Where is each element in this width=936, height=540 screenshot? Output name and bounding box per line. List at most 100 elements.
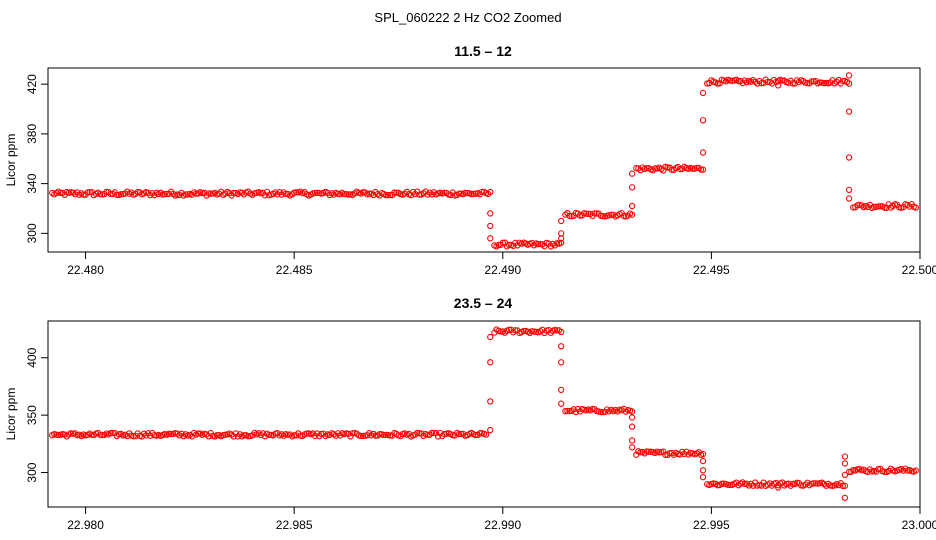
panel-1-data-point: [535, 240, 542, 248]
panel-1-data-point: [912, 204, 919, 211]
panel-1-y-tick-label: 340: [25, 173, 39, 193]
panel-1-data-point: [697, 166, 705, 173]
panel-2-x-tick-label: 22.980: [67, 518, 104, 532]
panel-1-data-point: [230, 189, 237, 197]
panel-1-data-point: [591, 210, 598, 217]
panel-2-data-point: [558, 328, 565, 336]
figure-suptitle: SPL_060222 2 Hz CO2 Zoomed: [374, 10, 561, 25]
panel-2-data-point: [487, 426, 494, 434]
panel-1-data-point: [505, 241, 513, 249]
panel-1-data-point: [628, 202, 636, 210]
panel-2-data-point: [376, 431, 383, 438]
panel-1-data-point: [845, 186, 853, 193]
panel-2-data-point: [774, 484, 782, 491]
panel-2-data-point: [487, 359, 494, 366]
panel-2-data-point: [718, 480, 725, 487]
panel-1-data-point: [699, 89, 707, 97]
panel-2-data-point: [724, 481, 732, 488]
panel-1-data-point: [628, 184, 636, 191]
panel-1-data-point: [758, 80, 765, 87]
panel-2-data-point: [841, 453, 849, 460]
panel-2-data-point: [564, 407, 571, 415]
panel-2-data-point: [109, 429, 116, 437]
panel-2-data-point: [841, 494, 849, 501]
panel-2-data-point: [628, 408, 636, 415]
panel-2-data-point: [487, 398, 494, 405]
panel-2-x-tick-label: 23.000: [902, 518, 936, 532]
panel-2-data-point: [699, 450, 707, 458]
panel-1-data-point: [113, 191, 120, 199]
panel-1-data-point: [774, 82, 782, 89]
panel-1-x-tick-label: 22.495: [693, 263, 730, 277]
panel-2-data-point: [167, 430, 175, 438]
panel-1-data-point: [845, 154, 853, 161]
panel-2-data-point: [55, 431, 62, 438]
panel-2-data-point: [359, 432, 367, 440]
panel-1-plot-frame: [47, 67, 921, 253]
panel-1-data-point: [384, 191, 392, 199]
panel-1-data-point: [470, 190, 477, 197]
panel-1-data-point: [881, 204, 888, 211]
panel-2-data-point: [297, 432, 304, 439]
panel-2-data-point: [240, 432, 248, 439]
panel-2-data-point: [213, 431, 221, 439]
panel-2-data-point: [382, 431, 390, 439]
panel-1-data-point: [699, 166, 707, 173]
panel-2-data-point: [628, 423, 636, 430]
panel-1-data-point: [161, 190, 168, 198]
panel-2-data-point: [265, 431, 273, 439]
panel-2-data-point: [699, 467, 707, 474]
panel-1-data-point: [313, 189, 321, 196]
panel-1-data-point: [487, 188, 494, 196]
panel-1-points: [49, 72, 919, 250]
panel-2-data-point: [628, 437, 636, 444]
panel-1-data-point: [643, 164, 650, 172]
panel-1-data-point: [487, 222, 494, 230]
panel-2: 23.5 – 24 Licor ppm 22.980 22.985 22.990 22…: [4, 295, 936, 532]
panel-2-data-point: [558, 400, 565, 407]
panel-2-data-point: [482, 431, 490, 438]
panel-2-title: 23.5 – 24: [454, 295, 513, 311]
panel-1-data-point: [499, 239, 506, 246]
panel-1-y-tick-label: 420: [25, 74, 39, 94]
panel-1-data-point: [293, 189, 300, 196]
panel-1-data-point: [311, 189, 319, 197]
panel-2-data-point: [881, 468, 888, 475]
panel-2-data-point: [839, 482, 846, 490]
panel-2-data-point: [380, 431, 388, 439]
panel-1-data-point: [816, 79, 824, 86]
panel-1-data-point: [870, 203, 878, 211]
panel-2-data-point: [497, 328, 504, 335]
panel-2-x-tick-label: 22.985: [276, 518, 313, 532]
panel-1-data-point: [393, 189, 400, 196]
panel-1-data-point: [845, 72, 853, 79]
panel-2-data-point: [628, 414, 636, 421]
panel-1-x-tick-label: 22.500: [902, 263, 936, 277]
panel-1-data-point: [192, 190, 200, 197]
panel-2-data-point: [912, 467, 919, 474]
panel-2-plot-frame: [47, 320, 921, 508]
panel-1-data-point: [699, 149, 707, 156]
panel-1-data-point: [651, 165, 659, 172]
panel-2-data-point: [303, 430, 310, 437]
panel-1-data-point: [558, 239, 565, 246]
panel-2-data-point: [357, 432, 365, 440]
panel-1-data-point: [764, 78, 771, 86]
panel-2-y-axis: 300 350 400: [25, 347, 48, 483]
panel-2-data-point: [430, 429, 438, 437]
panel-1: 11.5 – 12 Licor ppm 22.480 22.485 22.490 22…: [4, 43, 936, 277]
panel-1-y-axis-label: Licor ppm: [4, 134, 18, 187]
panel-2-data-point: [841, 460, 849, 467]
panel-2-data-point: [628, 444, 636, 451]
panel-2-data-point: [841, 471, 849, 478]
panel-2-y-tick-label: 350: [25, 405, 39, 425]
panel-1-data-point: [689, 165, 696, 172]
panel-1-data-point: [455, 190, 463, 197]
panel-1-x-tick-label: 22.480: [67, 263, 104, 277]
panel-1-x-tick-label: 22.490: [484, 263, 521, 277]
panel-2-data-point: [372, 432, 379, 439]
panel-1-title: 11.5 – 12: [454, 43, 512, 59]
panel-1-y-axis: 300 340 380 420: [25, 74, 48, 243]
panel-2-x-tick-label: 22.990: [484, 518, 521, 532]
